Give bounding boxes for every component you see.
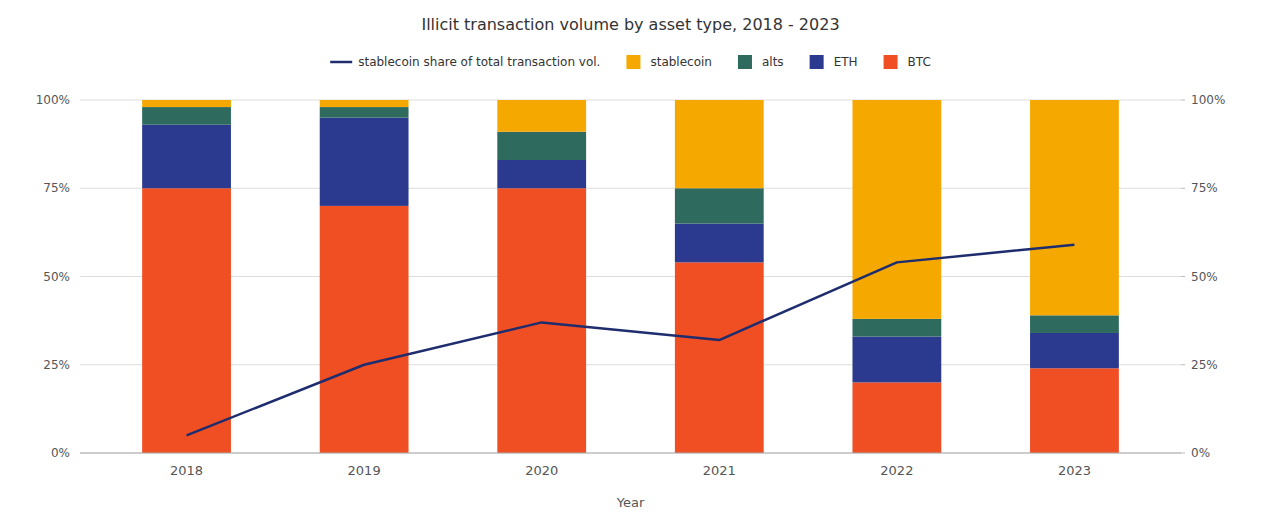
bar — [320, 100, 409, 107]
y2-tick — [1181, 100, 1185, 101]
x-axis-line — [80, 453, 1181, 454]
bar — [142, 100, 231, 107]
bar — [675, 262, 764, 453]
y2-tick-label: 100% — [1191, 93, 1225, 107]
y-tick-label: 50% — [43, 270, 70, 284]
y-tick-label: 0% — [51, 446, 70, 460]
y2-tick — [1181, 276, 1185, 277]
x-tick-label: 2019 — [348, 463, 381, 478]
bar — [675, 224, 764, 263]
bar — [675, 100, 764, 188]
bar — [852, 319, 941, 337]
bar — [497, 132, 586, 160]
y2-tick — [1181, 453, 1185, 454]
y-tick-label: 25% — [43, 358, 70, 372]
legend-item: stablecoin share of total transaction vo… — [330, 55, 600, 69]
legend-label: alts — [762, 55, 784, 69]
bar — [497, 188, 586, 453]
marks — [142, 100, 1119, 453]
legend-item: BTC — [884, 55, 931, 69]
y2-tick-label: 0% — [1191, 446, 1210, 460]
x-tick-label: 2021 — [703, 463, 736, 478]
y-tick-label: 75% — [43, 181, 70, 195]
x-axis-label: Year — [616, 495, 645, 510]
x-tick-label: 2018 — [170, 463, 203, 478]
legend-item: alts — [738, 55, 784, 69]
bar-series — [142, 118, 1119, 383]
y2-tick-label: 50% — [1191, 270, 1218, 284]
bar — [852, 100, 941, 319]
legend: stablecoin share of total transaction vo… — [330, 55, 931, 69]
grid-line — [80, 453, 1181, 454]
grid — [80, 100, 1181, 453]
grid-line — [80, 188, 1181, 189]
chart: 0% 25% 50% 75% 100% 0% 25% 50% 75% 100% 2018 2019 20… — [0, 0, 1261, 525]
bar — [142, 107, 231, 125]
bar — [675, 188, 764, 223]
grid-line — [80, 100, 1181, 101]
legend-label: stablecoin share of total transaction vo… — [358, 55, 600, 69]
bar — [320, 107, 409, 118]
bar-series — [142, 100, 1119, 319]
x-tick-label: 2022 — [880, 463, 913, 478]
bar-series — [142, 107, 1119, 336]
bar — [142, 125, 231, 189]
chart-container: 0% 25% 50% 75% 100% 0% 25% 50% 75% 100% 2018 2019 20… — [0, 0, 1261, 525]
background — [0, 0, 1261, 525]
title: Illicit transaction volume by asset type… — [421, 15, 839, 34]
y2-tick-label: 25% — [1191, 358, 1218, 372]
grid-line — [80, 364, 1181, 365]
y2-tick-label: 75% — [1191, 181, 1218, 195]
legend-swatch — [626, 55, 640, 69]
bar-series — [142, 188, 1119, 453]
bar — [1030, 368, 1119, 453]
legend-swatch — [330, 61, 352, 64]
x-tick-label: 2020 — [525, 463, 558, 478]
legend-item: stablecoin — [626, 55, 712, 69]
grid-line — [80, 276, 1181, 277]
legend-label: BTC — [908, 55, 931, 69]
bar — [497, 160, 586, 188]
bar — [1030, 333, 1119, 368]
legend-swatch — [810, 55, 824, 69]
y-tick-label: 100% — [36, 93, 70, 107]
legend-swatch — [884, 55, 898, 69]
bar — [320, 118, 409, 206]
legend-item: ETH — [810, 55, 858, 69]
legend-swatch — [738, 55, 752, 69]
y2-tick — [1181, 364, 1185, 365]
line — [187, 245, 1075, 436]
y2-tick — [1181, 188, 1185, 189]
bar — [852, 337, 941, 383]
x-tick-label: 2023 — [1058, 463, 1091, 478]
bar — [852, 382, 941, 453]
bar — [320, 206, 409, 453]
bar — [497, 100, 586, 132]
legend-label: stablecoin — [650, 55, 712, 69]
legend-label: ETH — [834, 55, 858, 69]
bar — [142, 188, 231, 453]
bar — [1030, 100, 1119, 315]
bar — [1030, 315, 1119, 333]
